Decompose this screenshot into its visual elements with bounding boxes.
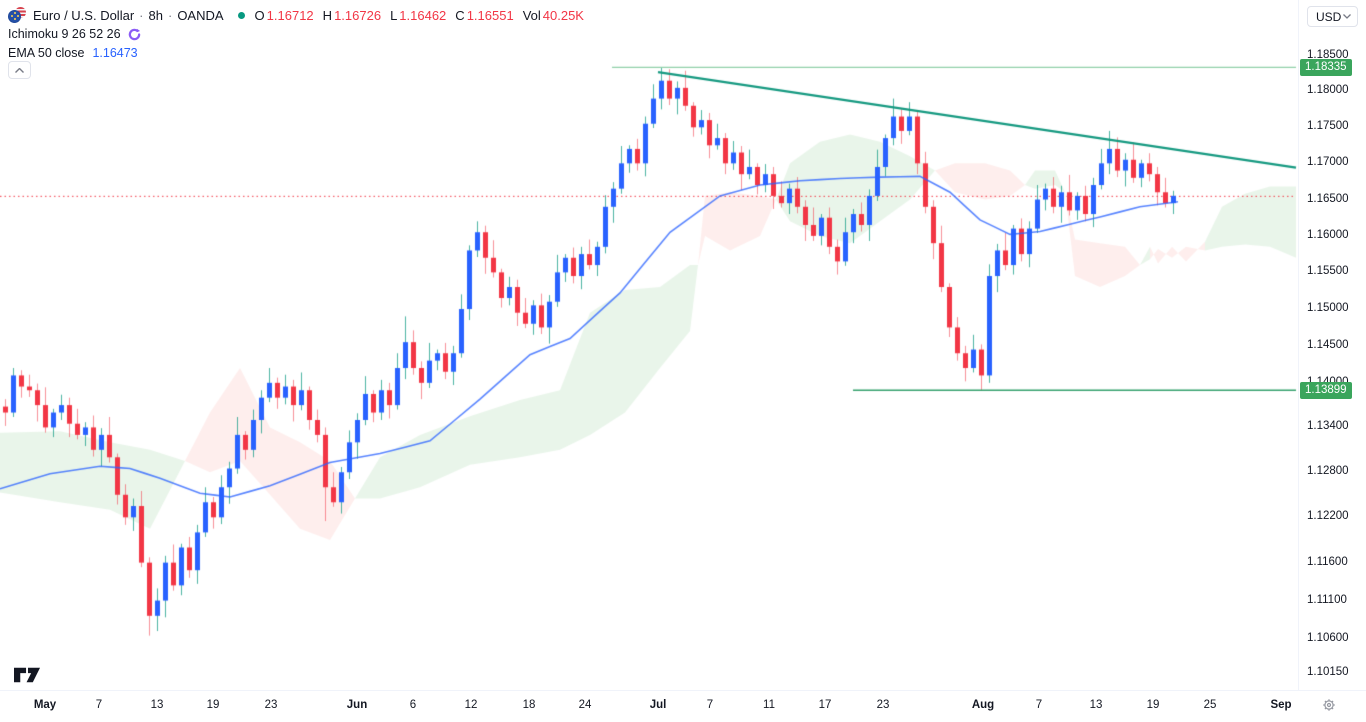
time-tick-label: 17 [818, 699, 832, 711]
price-tick-label: 1.10600 [1307, 631, 1349, 644]
time-tick-label: 13 [150, 699, 164, 711]
symbol-title: Euro / U.S. Dollar [33, 7, 135, 23]
close-value: 1.16551 [466, 7, 514, 23]
price-tick-label: 1.17000 [1307, 156, 1349, 169]
time-tick-label: 12 [464, 699, 478, 711]
price-tick-label: 1.12800 [1307, 465, 1349, 478]
ichimoku-label: Ichimoku 9 26 52 26 [8, 27, 121, 41]
time-tick-label: 7 [95, 699, 103, 711]
time-tick-label: 19 [206, 699, 220, 711]
price-tick-label: 1.16500 [1307, 192, 1349, 205]
title-separator2: · [167, 7, 173, 23]
chevron-down-icon [1343, 14, 1351, 19]
indicator-row-ema[interactable]: EMA 50 close 1.16473 [8, 44, 584, 62]
time-tick-label: 13 [1089, 699, 1103, 711]
time-tick-label: 19 [1146, 699, 1160, 711]
indicator-row-ichimoku[interactable]: Ichimoku 9 26 52 26 [8, 25, 584, 43]
currency-selector[interactable]: USD [1307, 6, 1358, 27]
price-level-label: 1.13899 [1300, 381, 1352, 399]
time-tick-label: 11 [763, 699, 775, 711]
low-letter: L [390, 7, 398, 23]
market-status-dot[interactable] [237, 11, 245, 19]
time-tick-label: 23 [264, 699, 278, 711]
price-tick-label: 1.18500 [1307, 48, 1349, 61]
chart-legend: Euro / U.S. Dollar · 8h · OANDA O 1.1671… [8, 6, 584, 63]
high-value: 1.16726 [334, 7, 382, 23]
time-tick-label: 7 [1035, 699, 1043, 711]
time-tick-label: 24 [578, 699, 592, 711]
price-tick-label: 1.15500 [1307, 265, 1349, 278]
price-tick-label: 1.11600 [1307, 555, 1348, 568]
time-tick-label: Aug [971, 699, 995, 711]
close-letter: C [455, 7, 465, 23]
price-axis[interactable]: 1.18500 1.18000 1.17500 1.17000 1.16500 1.160… [1298, 0, 1366, 690]
time-tick-label: Jul [649, 699, 667, 711]
time-tick-label: 25 [1203, 699, 1217, 711]
low-value: 1.16462 [399, 7, 447, 23]
price-tick-label: 1.16000 [1307, 228, 1349, 241]
ema-value: 1.16473 [92, 46, 138, 60]
tradingview-logo[interactable] [14, 667, 41, 684]
time-tick-label: 7 [706, 699, 714, 711]
exchange-label: OANDA [177, 7, 224, 23]
price-chart-canvas[interactable] [0, 0, 1298, 690]
time-tick-label: 23 [876, 699, 890, 711]
time-tick-label: 6 [409, 699, 417, 711]
volume-label: Vol [522, 7, 541, 23]
ichimoku-loading-icon [128, 28, 140, 40]
ema-label: EMA 50 close [8, 46, 85, 60]
price-tick-label: 1.18000 [1307, 84, 1349, 97]
title-separator: · [139, 7, 144, 23]
price-tick-label: 1.14500 [1307, 338, 1349, 351]
price-tick-label: 1.15000 [1307, 302, 1349, 315]
open-letter: O [254, 7, 265, 23]
time-tick-label: 18 [522, 699, 536, 711]
chart-area[interactable] [0, 0, 1298, 690]
eurusd-pair-icon [8, 7, 26, 23]
axis-settings-gear-icon[interactable] [1321, 697, 1337, 713]
open-value: 1.16712 [266, 7, 314, 23]
price-level-label: 1.18335 [1300, 58, 1352, 76]
time-axis[interactable]: May 7 13 19 23 Jun 6 12 18 24 Jul 7 11 17 23 Aug 7 13 19 25… [0, 690, 1366, 722]
time-tick-label: Sep [1270, 699, 1292, 711]
price-tick-label: 1.12200 [1307, 510, 1349, 523]
high-letter: H [322, 7, 333, 23]
price-tick-label: 1.13400 [1307, 420, 1349, 433]
price-tick-label: 1.17500 [1307, 120, 1349, 133]
price-tick-label: 1.11100 [1307, 593, 1347, 606]
time-tick-label: Jun [346, 699, 368, 711]
chevron-up-icon [15, 67, 24, 73]
volume-value: 40.25K [542, 7, 584, 23]
time-tick-label: May [33, 699, 57, 711]
legend-collapse-button[interactable] [8, 61, 31, 79]
currency-selected: USD [1316, 9, 1342, 24]
price-tick-label: 1.10150 [1307, 666, 1349, 679]
timeframe-label: 8h [148, 7, 163, 23]
symbol-legend-row[interactable]: Euro / U.S. Dollar · 8h · OANDA O 1.1671… [8, 6, 584, 24]
